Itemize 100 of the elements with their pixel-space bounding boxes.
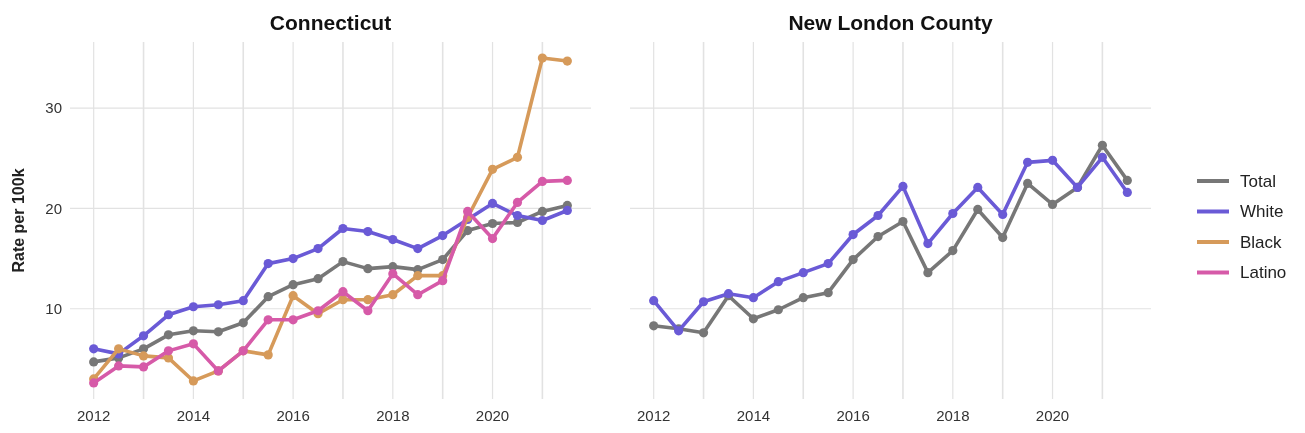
point	[288, 291, 298, 301]
point	[438, 276, 448, 286]
point	[238, 296, 248, 306]
x-tick-label: 2016	[276, 407, 310, 424]
point	[1122, 187, 1132, 198]
y-tick-label: 10	[45, 300, 62, 317]
chart-title: Connecticut	[269, 11, 392, 34]
x-tick-label: 2020	[475, 407, 510, 424]
point	[438, 255, 448, 265]
point	[773, 305, 783, 315]
point	[487, 218, 498, 229]
point	[138, 331, 149, 341]
point	[413, 271, 423, 281]
point	[1122, 175, 1132, 185]
point	[338, 257, 348, 267]
x-tick-label: 2018	[936, 407, 970, 424]
legend-label: Total	[1240, 171, 1276, 191]
x-tick-label: 2018	[376, 407, 410, 424]
point	[1023, 157, 1033, 167]
point	[288, 254, 298, 264]
point	[413, 243, 423, 254]
point	[898, 181, 908, 191]
point	[798, 268, 808, 278]
point	[948, 208, 958, 219]
point	[1047, 155, 1058, 165]
point	[163, 310, 174, 320]
point	[89, 357, 99, 367]
point	[388, 234, 398, 245]
point	[848, 229, 858, 240]
point	[562, 205, 572, 216]
point	[163, 330, 174, 340]
legend-label: Black	[1240, 232, 1283, 252]
point	[363, 264, 373, 274]
point	[923, 238, 933, 249]
point	[873, 231, 883, 242]
point	[512, 152, 523, 162]
point	[537, 215, 547, 226]
point	[114, 361, 124, 371]
point	[649, 296, 659, 306]
point	[313, 274, 323, 284]
point	[438, 230, 448, 241]
point	[487, 164, 498, 174]
legend-label: White	[1240, 202, 1284, 222]
y-axis-title: Rate per 100k	[10, 168, 27, 273]
point	[537, 53, 547, 63]
point	[138, 351, 149, 361]
point	[263, 259, 273, 269]
point	[313, 243, 323, 254]
point	[1023, 178, 1033, 188]
x-tick-label: 2020	[1035, 407, 1070, 424]
point	[537, 206, 547, 217]
point	[562, 175, 572, 185]
point	[338, 223, 348, 234]
point	[363, 306, 373, 316]
point	[263, 315, 273, 325]
point	[698, 297, 709, 307]
point	[823, 259, 833, 269]
point	[487, 233, 498, 244]
point	[998, 209, 1008, 220]
point	[89, 378, 99, 388]
point	[973, 204, 983, 215]
point	[463, 225, 473, 236]
point	[798, 293, 808, 303]
x-tick-label: 2012	[76, 407, 111, 424]
point	[562, 56, 572, 66]
point	[114, 344, 124, 354]
point	[873, 210, 883, 221]
point	[1097, 152, 1107, 162]
point	[288, 280, 298, 290]
point	[188, 326, 198, 336]
point	[848, 255, 858, 265]
point	[773, 277, 783, 287]
point	[188, 376, 198, 386]
point	[388, 269, 398, 279]
point	[463, 206, 473, 217]
point	[512, 210, 523, 221]
point	[973, 182, 983, 193]
x-tick-label: 2012	[636, 407, 671, 424]
point	[823, 288, 833, 298]
point	[188, 302, 198, 312]
point	[213, 300, 223, 310]
chart-title: New London County	[788, 11, 993, 34]
point	[748, 314, 758, 324]
point	[413, 290, 423, 300]
point	[1097, 140, 1107, 150]
point	[948, 245, 958, 256]
point	[338, 287, 348, 297]
point	[138, 362, 149, 372]
point	[537, 176, 547, 186]
point	[363, 226, 373, 237]
point	[338, 295, 348, 305]
point	[188, 339, 198, 349]
point	[748, 293, 758, 303]
point	[89, 344, 99, 354]
point	[898, 216, 908, 227]
point	[512, 197, 523, 208]
point	[263, 350, 273, 360]
point	[1047, 199, 1058, 210]
point	[998, 232, 1008, 243]
point	[163, 346, 174, 356]
